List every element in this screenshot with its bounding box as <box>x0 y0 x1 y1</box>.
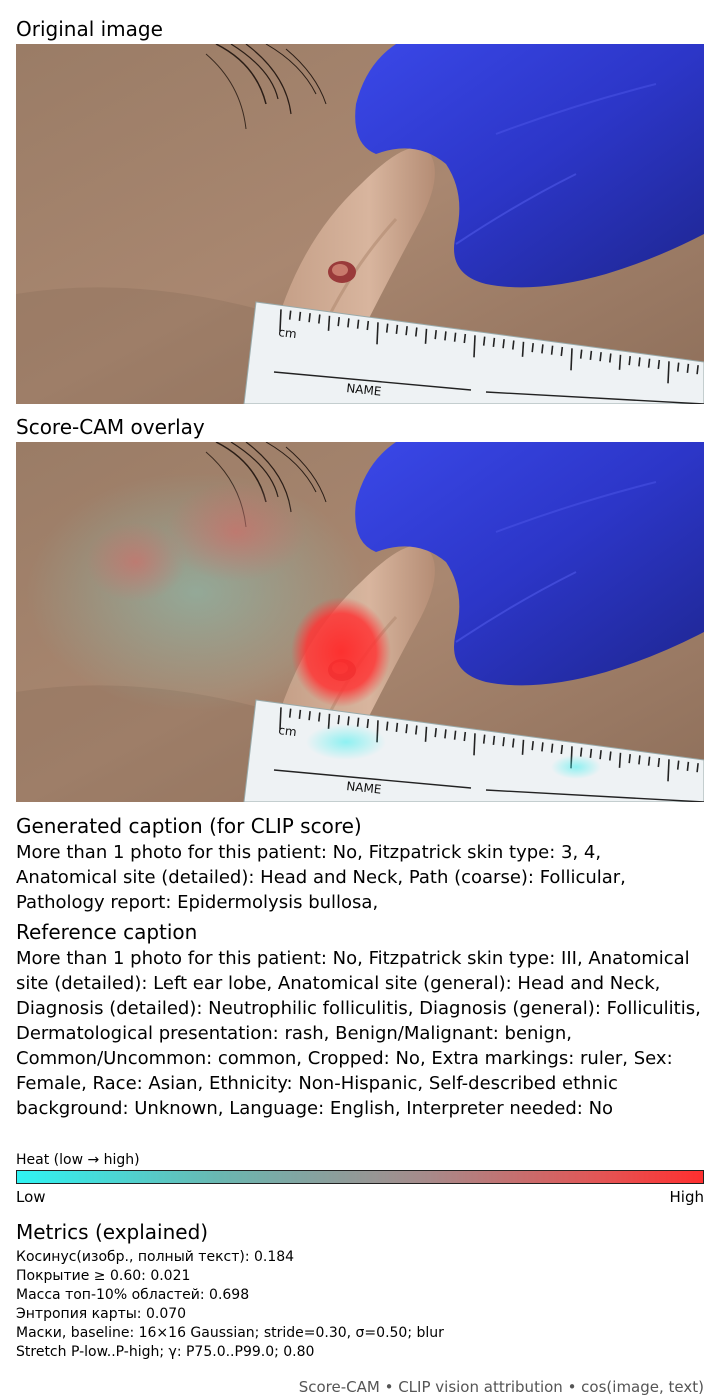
metrics-title: Metrics (explained) <box>16 1220 209 1244</box>
metric-line: Покрытие ≥ 0.60: 0.021 <box>16 1268 191 1284</box>
overlay-title: Score-CAM overlay <box>16 415 205 439</box>
ruler-unit-label: cm <box>278 723 298 739</box>
reference-caption-text: More than 1 photo for this patient: No, … <box>16 948 701 1119</box>
reference-caption-title: Reference caption <box>16 920 198 944</box>
heat-colorbar <box>16 1170 704 1184</box>
ruler-name-label: NAME <box>346 381 382 399</box>
metric-line: Масса топ-10% областей: 0.698 <box>16 1287 250 1303</box>
metric-line: Stretch P-low..P-high; γ: P75.0..P99.0; … <box>16 1344 315 1360</box>
heatmap-overlay <box>26 472 601 779</box>
score-cam-overlay: cm NAME <box>16 442 704 802</box>
generated-caption-text: More than 1 photo for this patient: No, … <box>16 842 626 913</box>
heat-legend-label: Heat (low → high) <box>16 1152 140 1168</box>
original-image: cm NAME <box>16 44 704 404</box>
metric-line: Косинус(изобр., полный текст): 0.184 <box>16 1249 295 1265</box>
generated-caption-title: Generated caption (for CLIP score) <box>16 814 362 838</box>
ruler-unit-label: cm <box>278 325 298 341</box>
metric-line: Маски, baseline: 16×16 Gaussian; stride=… <box>16 1325 444 1341</box>
metric-line: Энтропия карты: 0.070 <box>16 1306 187 1322</box>
footer-caption: Score-CAM • CLIP vision attribution • co… <box>298 1378 704 1396</box>
overlay-photo: cm NAME <box>16 442 704 802</box>
heat-high-label: High <box>669 1188 704 1206</box>
original-image-title: Original image <box>16 17 163 41</box>
ruler-name-label: NAME <box>346 779 382 797</box>
metrics-list: Косинус(изобр., полный текст): 0.184 Пок… <box>16 1248 444 1362</box>
original-photo: cm NAME <box>16 44 704 404</box>
heat-low-label: Low <box>16 1188 46 1206</box>
